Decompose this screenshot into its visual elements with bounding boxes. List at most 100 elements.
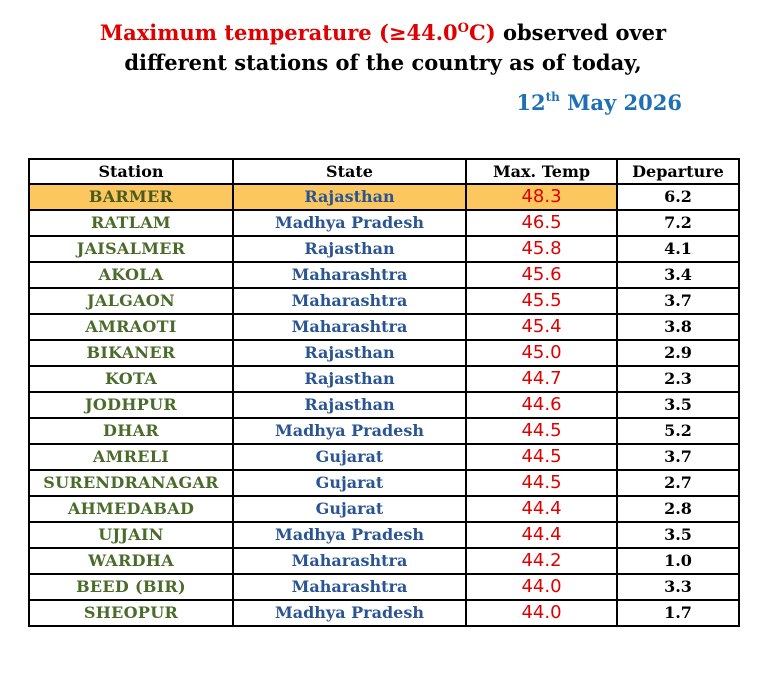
table-row: JAISALMER Rajasthan 45.8 4.1 [28,235,740,263]
departure-cell: 3.5 [616,521,740,549]
departure-cell: 3.5 [616,391,740,419]
max-temp-cell: 44.5 [465,443,618,471]
state-cell: Rajasthan [232,365,467,393]
state-cell: Madhya Pradesh [232,521,467,549]
table-row: AMRELI Gujarat 44.5 3.7 [28,443,740,471]
table-row: DHAR Madhya Pradesh 44.5 5.2 [28,417,740,445]
table-row: RATLAM Madhya Pradesh 46.5 7.2 [28,209,740,237]
max-temp-cell: 45.4 [465,313,618,341]
degree-symbol: O [457,21,469,36]
station-cell: JALGAON [28,287,234,315]
max-temp-cell: 44.6 [465,391,618,419]
departure-cell: 1.0 [616,547,740,575]
max-temp-cell: 45.0 [465,339,618,367]
table-header-row: Station State Max. Temp Departure [28,158,740,185]
table-row: JALGAON Maharashtra 45.5 3.7 [28,287,740,315]
station-cell: WARDHA [28,547,234,575]
departure-cell: 3.4 [616,261,740,289]
table-row: UJJAIN Madhya Pradesh 44.4 3.5 [28,521,740,549]
column-header-station: Station [28,158,234,185]
station-cell: BEED (BIR) [28,573,234,601]
state-cell: Madhya Pradesh [232,209,467,237]
title-line-1: Maximum temperature (≥44.0OC) observed o… [0,18,766,48]
max-temp-cell: 44.4 [465,495,618,523]
departure-cell: 2.8 [616,495,740,523]
table-row: JODHPUR Rajasthan 44.6 3.5 [28,391,740,419]
title-red-part: Maximum temperature (≥44.0OC) [100,20,496,45]
departure-cell: 3.3 [616,573,740,601]
report-date: 12th May 2026 [516,88,682,118]
table-row: BIKANER Rajasthan 45.0 2.9 [28,339,740,367]
max-temp-cell: 45.5 [465,287,618,315]
station-cell: BARMER [28,183,234,211]
state-cell: Gujarat [232,443,467,471]
column-header-departure: Departure [616,158,740,185]
departure-cell: 6.2 [616,183,740,211]
station-cell: DHAR [28,417,234,445]
station-cell: SURENDRANAGAR [28,469,234,497]
date-day: 12 [516,90,546,115]
station-cell: JAISALMER [28,235,234,263]
state-cell: Gujarat [232,495,467,523]
max-temp-cell: 44.0 [465,573,618,601]
state-cell: Maharashtra [232,547,467,575]
state-cell: Maharashtra [232,573,467,601]
departure-cell: 3.7 [616,287,740,315]
max-temp-cell: 44.5 [465,469,618,497]
title-rest: observed over [495,20,667,45]
max-temp-cell: 44.5 [465,417,618,445]
max-temp-cell: 48.3 [465,183,618,211]
station-cell: JODHPUR [28,391,234,419]
column-header-max-temp: Max. Temp [465,158,618,185]
state-cell: Rajasthan [232,235,467,263]
table-row: BARMER Rajasthan 48.3 6.2 [28,183,740,211]
max-temp-cell: 44.0 [465,599,618,627]
table-row: AMRAOTI Maharashtra 45.4 3.8 [28,313,740,341]
table-row: AKOLA Maharashtra 45.6 3.4 [28,261,740,289]
station-cell: AKOLA [28,261,234,289]
departure-cell: 1.7 [616,599,740,627]
state-cell: Gujarat [232,469,467,497]
state-cell: Rajasthan [232,391,467,419]
max-temp-cell: 45.8 [465,235,618,263]
departure-cell: 3.7 [616,443,740,471]
table-row: AHMEDABAD Gujarat 44.4 2.8 [28,495,740,523]
max-temp-cell: 44.7 [465,365,618,393]
column-header-state: State [232,158,467,185]
title-line-2: different stations of the country as of … [124,50,642,75]
date-suffix: th [545,90,560,104]
state-cell: Madhya Pradesh [232,417,467,445]
departure-cell: 2.9 [616,339,740,367]
station-cell: KOTA [28,365,234,393]
table-row: WARDHA Maharashtra 44.2 1.0 [28,547,740,575]
max-temp-cell: 45.6 [465,261,618,289]
table-row: BEED (BIR) Maharashtra 44.0 3.3 [28,573,740,601]
departure-cell: 4.1 [616,235,740,263]
station-cell: SHEOPUR [28,599,234,627]
departure-cell: 5.2 [616,417,740,445]
date-rest: May 2026 [559,90,682,115]
station-cell: AMRELI [28,443,234,471]
departure-cell: 3.8 [616,313,740,341]
departure-cell: 2.3 [616,365,740,393]
max-temp-cell: 44.4 [465,521,618,549]
title-unit: C) [468,20,496,45]
temperature-table: Station State Max. Temp Departure BARMER… [28,158,740,627]
state-cell: Maharashtra [232,313,467,341]
station-cell: BIKANER [28,339,234,367]
state-cell: Rajasthan [232,183,467,211]
table-row: SHEOPUR Madhya Pradesh 44.0 1.7 [28,599,740,627]
max-temp-cell: 46.5 [465,209,618,237]
table-row: SURENDRANAGAR Gujarat 44.5 2.7 [28,469,740,497]
departure-cell: 7.2 [616,209,740,237]
state-cell: Maharashtra [232,261,467,289]
station-cell: RATLAM [28,209,234,237]
max-temp-cell: 44.2 [465,547,618,575]
station-cell: UJJAIN [28,521,234,549]
title-red-text: Maximum temperature (≥44.0 [99,20,458,45]
table-body: BARMER Rajasthan 48.3 6.2 RATLAM Madhya Prade… [28,183,740,627]
station-cell: AMRAOTI [28,313,234,341]
station-cell: AHMEDABAD [28,495,234,523]
state-cell: Rajasthan [232,339,467,367]
state-cell: Madhya Pradesh [232,599,467,627]
